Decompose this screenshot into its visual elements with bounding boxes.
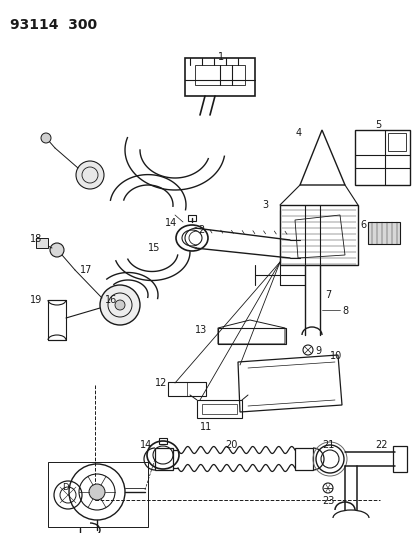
Text: 15: 15 <box>147 243 160 253</box>
Bar <box>185 58 254 96</box>
Bar <box>168 382 206 396</box>
Text: 21: 21 <box>321 440 334 450</box>
Text: 4: 4 <box>295 128 301 138</box>
Text: 3: 3 <box>261 200 268 210</box>
Bar <box>354 130 409 185</box>
Bar <box>36 238 48 248</box>
Text: 22: 22 <box>374 440 387 450</box>
Bar <box>159 438 166 444</box>
Text: 1: 1 <box>218 52 223 62</box>
Bar <box>197 400 242 418</box>
Text: 18: 18 <box>30 234 42 244</box>
Text: 11: 11 <box>199 422 212 432</box>
Circle shape <box>89 484 105 500</box>
Circle shape <box>41 133 51 143</box>
Text: 6: 6 <box>359 220 365 230</box>
Text: 10: 10 <box>329 351 342 361</box>
Text: 14: 14 <box>140 440 152 450</box>
Text: 8: 8 <box>341 306 347 316</box>
Text: 7: 7 <box>324 290 330 300</box>
Text: D: D <box>62 483 68 492</box>
Circle shape <box>100 285 140 325</box>
Circle shape <box>76 161 104 189</box>
Text: 93114  300: 93114 300 <box>10 18 97 32</box>
Text: 5: 5 <box>374 120 380 130</box>
Text: 23: 23 <box>321 496 334 506</box>
Text: 9: 9 <box>314 346 320 356</box>
Text: 16: 16 <box>105 295 117 305</box>
Bar <box>387 133 405 151</box>
Bar <box>48 300 66 340</box>
Bar <box>195 65 244 85</box>
Text: 13: 13 <box>195 325 207 335</box>
Text: 2: 2 <box>197 225 204 235</box>
Bar <box>218 328 285 344</box>
Text: 19: 19 <box>30 295 42 305</box>
Circle shape <box>50 243 64 257</box>
Bar <box>202 404 236 414</box>
Bar <box>48 462 147 527</box>
Bar <box>188 215 195 221</box>
Bar <box>154 448 173 470</box>
Text: 20: 20 <box>224 440 237 450</box>
Bar <box>392 446 406 472</box>
Bar <box>279 205 357 265</box>
Bar <box>294 448 312 470</box>
Circle shape <box>115 300 125 310</box>
Text: 14: 14 <box>165 218 177 228</box>
Text: 17: 17 <box>80 265 92 275</box>
Bar <box>367 222 399 244</box>
Text: 12: 12 <box>154 378 167 388</box>
